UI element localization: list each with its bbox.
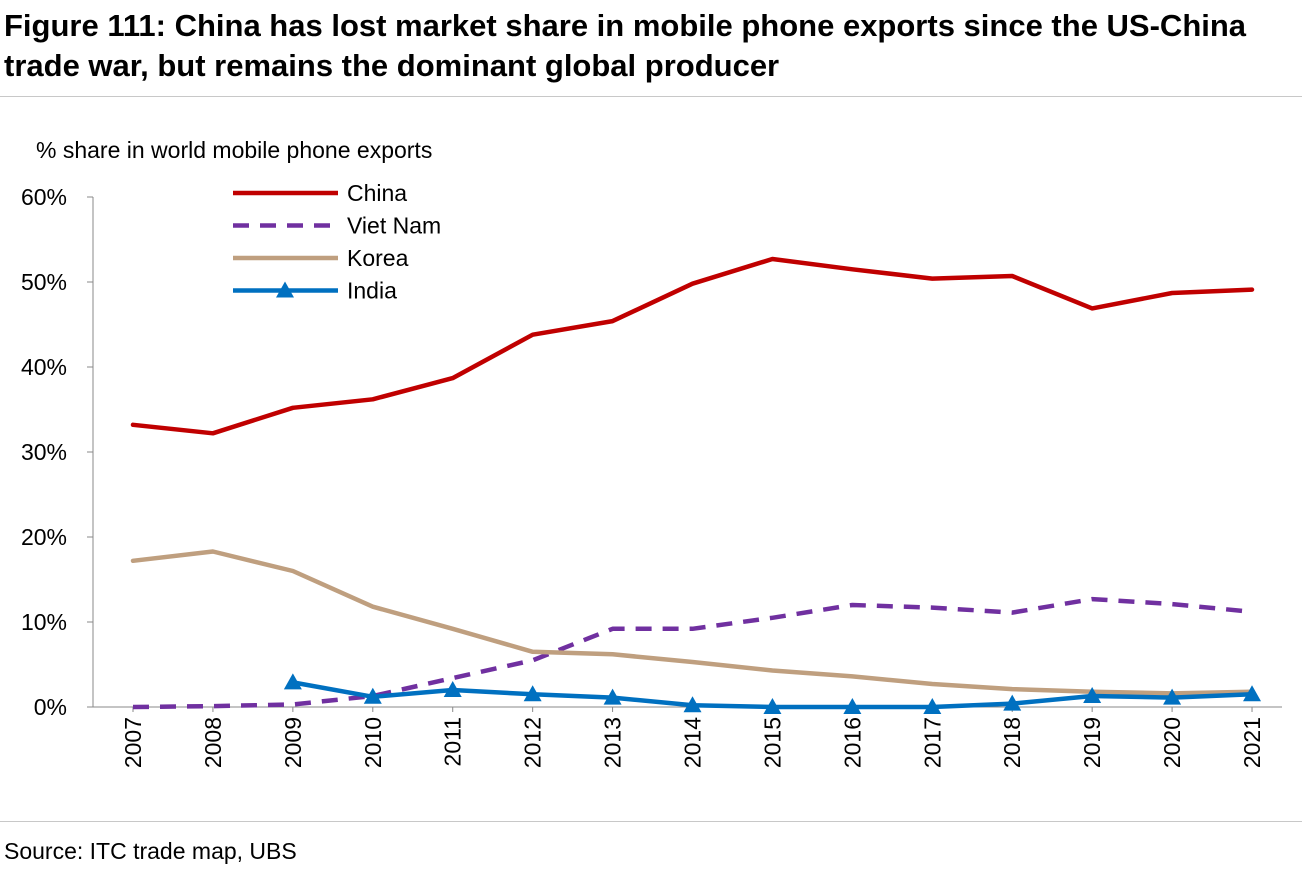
x-tick-label: 2013	[600, 717, 626, 768]
data-point-india	[763, 698, 782, 714]
legend-marker-india	[276, 281, 294, 298]
y-axis-label: % share in world mobile phone exports	[36, 137, 432, 163]
data-point-india	[443, 681, 462, 697]
x-tick-label: 2009	[280, 717, 306, 768]
data-point-india	[523, 685, 542, 702]
series-line-viet-nam	[132, 596, 1253, 710]
data-point-india	[1243, 685, 1262, 702]
title-divider	[0, 96, 1302, 97]
x-tick-label: 2011	[440, 717, 466, 766]
series-line-korea	[130, 549, 1255, 696]
data-point-india	[683, 696, 702, 713]
x-tick-label: 2017	[919, 717, 945, 768]
x-tick-label: 2018	[999, 717, 1025, 768]
data-point-india	[1003, 694, 1022, 711]
legend-label-china: China	[347, 180, 407, 206]
y-tick-label: 0%	[34, 694, 67, 720]
x-tick-label: 2008	[200, 717, 226, 768]
data-point-india	[923, 698, 942, 714]
data-point-india	[283, 673, 302, 690]
y-tick-label: 50%	[21, 269, 67, 295]
y-tick-label: 40%	[21, 354, 67, 380]
x-tick-label: 2020	[1159, 717, 1185, 768]
legend-label-korea: Korea	[347, 245, 409, 271]
x-tick-label: 2010	[360, 717, 386, 768]
source-note: Source: ITC trade map, UBS	[4, 838, 297, 864]
x-tick-label: 2014	[680, 717, 706, 768]
x-tick-label: 2007	[120, 717, 146, 768]
legend-label-india: India	[347, 278, 397, 304]
x-tick-label: 2016	[839, 717, 865, 768]
legend-label-viet-nam: Viet Nam	[347, 213, 441, 239]
x-tick-label: 2012	[520, 717, 546, 768]
y-tick-label: 30%	[21, 439, 67, 465]
series-line-china	[130, 256, 1255, 436]
data-point-india	[843, 698, 862, 714]
y-tick-label: 10%	[21, 609, 67, 635]
data-point-india	[363, 687, 382, 704]
x-tick-label: 2019	[1079, 717, 1105, 768]
y-tick-label: 60%	[21, 184, 67, 210]
x-tick-label: 2015	[759, 717, 785, 768]
data-point-india	[1163, 688, 1182, 705]
y-tick-label: 20%	[21, 524, 67, 550]
x-tick-label: 2021	[1239, 717, 1265, 768]
line-chart: % share in world mobile phone exports 0% 1…	[21, 137, 1282, 768]
source-divider	[0, 821, 1302, 822]
data-point-india	[603, 688, 622, 705]
data-point-india	[1083, 686, 1102, 703]
figure-title: Figure 111: China has lost market share …	[4, 8, 1247, 83]
